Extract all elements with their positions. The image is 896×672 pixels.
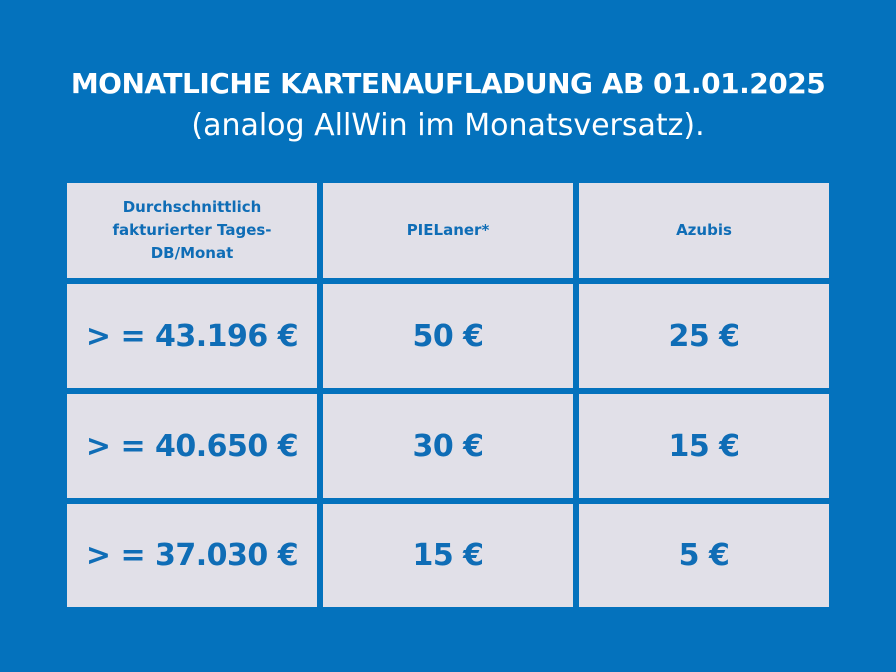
table-cell-azubis: 5 € <box>579 504 829 607</box>
table-cell-azubis: 15 € <box>579 394 829 498</box>
table-cell-threshold: > = 37.030 € <box>67 504 317 607</box>
rates-table: Durchschnittlich fakturierter Tages-DB/M… <box>67 183 829 607</box>
page-title: MONATLICHE KARTENAUFLADUNG AB 01.01.2025 <box>70 67 826 100</box>
table-cell-threshold: > = 40.650 € <box>67 394 317 498</box>
table-cell-azubis: 25 € <box>579 284 829 388</box>
table-header-azubis: Azubis <box>579 183 829 278</box>
table-cell-pielaner: 30 € <box>323 394 573 498</box>
table-cell-threshold: > = 43.196 € <box>67 284 317 388</box>
page-subtitle: (analog AllWin im Monatsversatz). <box>191 108 705 143</box>
table-cell-pielaner: 15 € <box>323 504 573 607</box>
table-header-db: Durchschnittlich fakturierter Tages-DB/M… <box>67 183 317 278</box>
table-header-pielaner: PIELaner* <box>323 183 573 278</box>
table-cell-pielaner: 50 € <box>323 284 573 388</box>
